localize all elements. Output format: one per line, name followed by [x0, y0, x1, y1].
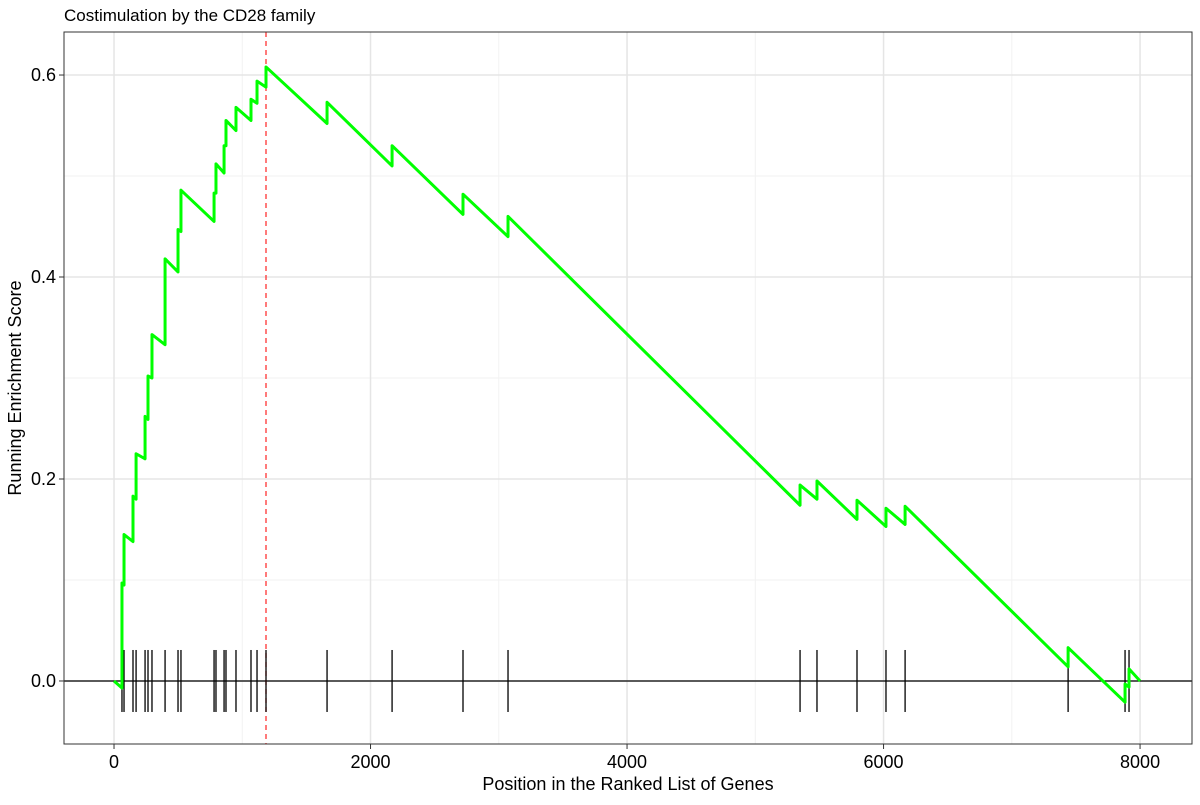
chart-title: Costimulation by the CD28 family	[64, 6, 316, 25]
y-tick-label: 0.0	[31, 671, 56, 691]
y-tick-label: 0.6	[31, 65, 56, 85]
x-tick-label: 4000	[607, 752, 647, 772]
x-tick-label: 6000	[864, 752, 904, 772]
x-tick-label: 0	[109, 752, 119, 772]
score-line	[113, 65, 1142, 704]
x-tick-label: 8000	[1120, 752, 1160, 772]
y-axis-title: Running Enrichment Score	[5, 280, 25, 495]
y-tick-label: 0.4	[31, 267, 56, 287]
y-tick-label: 0.2	[31, 469, 56, 489]
x-tick-label: 2000	[351, 752, 391, 772]
plot-border	[63, 31, 1193, 745]
x-axis-title: Position in the Ranked List of Genes	[482, 774, 773, 794]
